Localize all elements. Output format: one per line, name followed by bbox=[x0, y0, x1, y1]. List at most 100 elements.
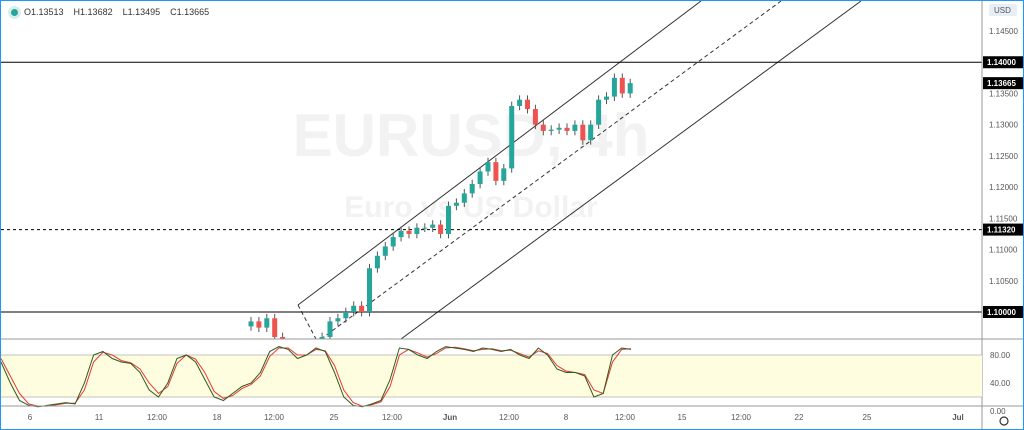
high-value: H1.13682 bbox=[73, 7, 113, 17]
market-status-icon bbox=[11, 8, 18, 16]
candle-body bbox=[477, 171, 483, 184]
price-tick: 1.12500 bbox=[989, 152, 1018, 161]
time-tick: 25 bbox=[863, 413, 872, 422]
price-tick: 1.10500 bbox=[989, 277, 1018, 286]
candle-body bbox=[556, 127, 562, 130]
price-label-bg bbox=[983, 56, 1023, 69]
candle-body bbox=[611, 77, 617, 97]
time-tick: 8 bbox=[564, 413, 569, 422]
stoch-d-line bbox=[1, 346, 632, 407]
candle-body bbox=[343, 312, 349, 319]
candle-body bbox=[264, 318, 270, 328]
currency-badge bbox=[989, 4, 1017, 16]
time-tick: 12:00 bbox=[147, 413, 168, 422]
last-price-label: 1.13665 bbox=[987, 79, 1016, 88]
candle-body bbox=[509, 105, 515, 169]
time-tick: 12:00 bbox=[731, 413, 752, 422]
price-label: 1.10000 bbox=[987, 308, 1016, 317]
candle-body bbox=[446, 205, 451, 234]
stoch-band bbox=[1, 355, 982, 397]
candle-body bbox=[367, 268, 372, 312]
candle-body bbox=[335, 318, 341, 322]
time-tick: 12:00 bbox=[264, 413, 285, 422]
time-tick: 12:00 bbox=[615, 413, 636, 422]
time-tick: 12:00 bbox=[382, 413, 403, 422]
candle-body bbox=[580, 124, 586, 141]
candle-body bbox=[438, 224, 444, 234]
candle-body bbox=[422, 227, 428, 229]
candle-body bbox=[248, 321, 254, 327]
time-tick: 22 bbox=[795, 413, 804, 422]
watermark-description: Euro vs US Dollar bbox=[344, 191, 598, 224]
price-tick: 1.13000 bbox=[989, 121, 1018, 130]
channel-middle-line bbox=[320, 1, 782, 339]
price-label-bg bbox=[983, 306, 1023, 318]
time-tick: 11 bbox=[95, 413, 104, 422]
candle-body bbox=[390, 237, 396, 247]
candle-body bbox=[501, 168, 507, 181]
candle-body bbox=[430, 224, 436, 228]
candle-body bbox=[604, 96, 609, 100]
candle-body bbox=[382, 246, 388, 256]
candle-body bbox=[485, 162, 491, 172]
stoch-tick: 40.00 bbox=[990, 379, 1011, 388]
candle-body bbox=[374, 255, 380, 269]
time-tick: Jun bbox=[443, 413, 457, 422]
candle-body bbox=[272, 318, 278, 337]
candle-body bbox=[469, 183, 475, 194]
channel-anchor-line bbox=[297, 304, 317, 339]
candle-body bbox=[414, 227, 420, 234]
candle-body bbox=[461, 193, 467, 203]
channel-upper-line bbox=[297, 1, 702, 306]
low-value: L1.13495 bbox=[122, 7, 161, 17]
candle-body bbox=[453, 202, 459, 206]
candle-body bbox=[525, 99, 530, 110]
candle-body bbox=[406, 230, 412, 234]
ohlc-legend: O1.13513 H1.13682 L1.13495 C1.13665 bbox=[11, 7, 213, 17]
candle-body bbox=[548, 129, 554, 131]
candle-body bbox=[540, 124, 546, 131]
stoch-tick: 0.00 bbox=[990, 407, 1006, 416]
channel-lower-line bbox=[400, 1, 862, 339]
price-label: 1.14000 bbox=[987, 58, 1016, 67]
candle-body bbox=[572, 124, 578, 131]
candle-body bbox=[359, 305, 365, 312]
candle-body bbox=[627, 83, 633, 94]
price-tick: 1.13500 bbox=[989, 89, 1018, 98]
candle-body bbox=[319, 336, 325, 339]
price-label-bg bbox=[983, 223, 1023, 236]
candle-body bbox=[280, 336, 286, 339]
stoch-k-line bbox=[1, 346, 632, 408]
candle-body bbox=[398, 230, 404, 238]
candle-body bbox=[532, 109, 538, 125]
last-price-bg bbox=[983, 77, 1023, 90]
candle-body bbox=[493, 162, 499, 181]
time-tick: 12:00 bbox=[499, 413, 520, 422]
candle-body bbox=[351, 305, 357, 312]
candle-body bbox=[256, 321, 262, 328]
candle-body bbox=[517, 99, 523, 106]
candle-body bbox=[596, 99, 602, 125]
time-tick: 15 bbox=[678, 413, 687, 422]
price-pane bbox=[1, 1, 982, 339]
candle-body bbox=[619, 77, 625, 94]
time-tick: 6 bbox=[28, 413, 33, 422]
candle-body bbox=[588, 124, 594, 141]
price-tick: 1.14500 bbox=[989, 27, 1018, 36]
candle-body bbox=[327, 321, 333, 337]
price-label: 1.11320 bbox=[987, 226, 1016, 235]
price-tick: 1.11500 bbox=[989, 214, 1018, 223]
close-value: C1.13665 bbox=[170, 7, 210, 17]
open-value: O1.13513 bbox=[24, 7, 64, 17]
stoch-tick: 80.00 bbox=[990, 351, 1011, 360]
price-tick: 1.11000 bbox=[989, 246, 1018, 255]
currency-label: USD bbox=[994, 6, 1011, 15]
time-tick: 18 bbox=[213, 413, 222, 422]
price-tick: 1.12000 bbox=[989, 183, 1018, 192]
candle-body bbox=[564, 127, 570, 131]
time-tick: Jul bbox=[952, 413, 964, 422]
time-tick: 25 bbox=[330, 413, 339, 422]
settings-gear-icon[interactable] bbox=[999, 416, 1009, 426]
